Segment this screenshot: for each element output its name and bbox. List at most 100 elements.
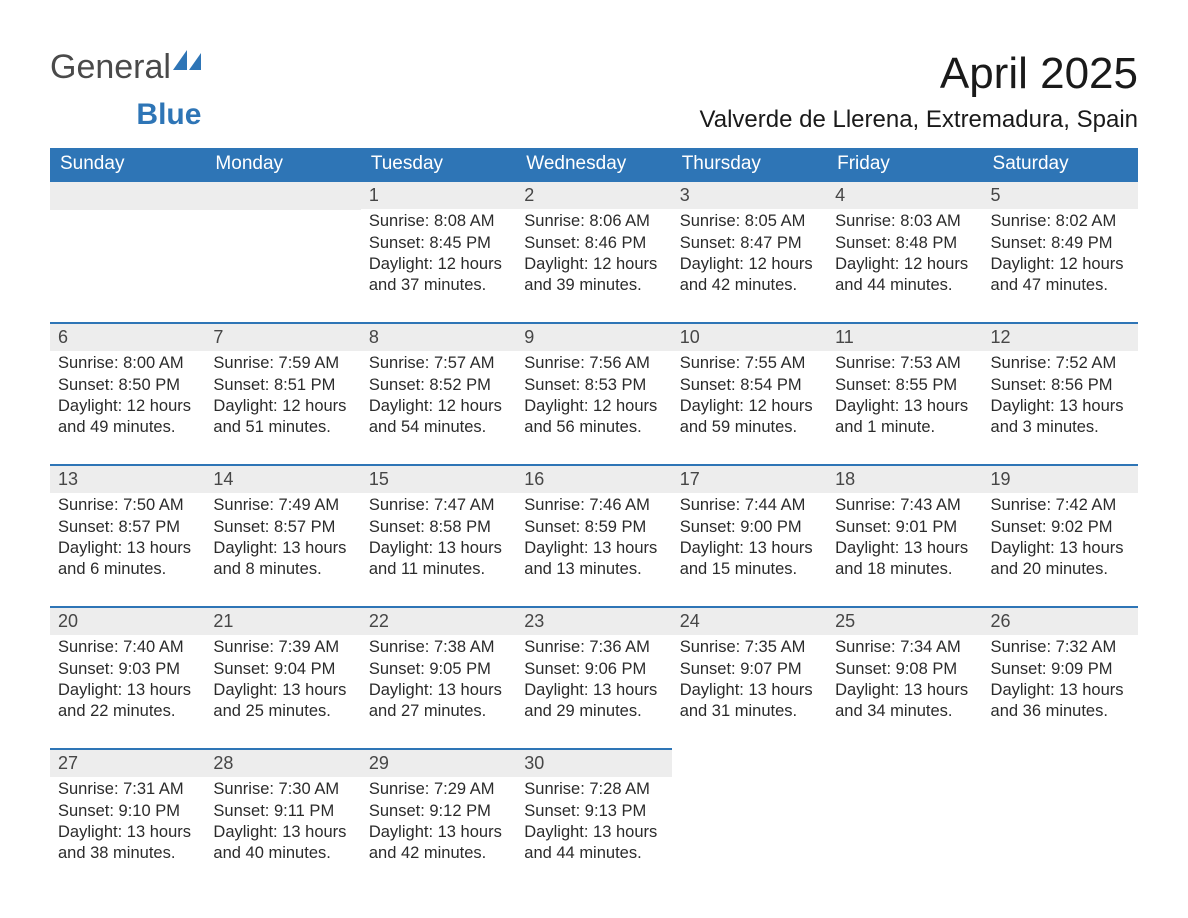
- calendar-cell: 14Sunrise: 7:49 AMSunset: 8:57 PMDayligh…: [205, 464, 360, 606]
- sunrise-text: Sunrise: 7:28 AM: [524, 779, 663, 800]
- daylight-text-2: and 59 minutes.: [680, 417, 819, 438]
- daylight-text-1: Daylight: 13 hours: [524, 680, 663, 701]
- calendar-cell: 2Sunrise: 8:06 AMSunset: 8:46 PMDaylight…: [516, 180, 671, 322]
- day-details: Sunrise: 7:32 AMSunset: 9:09 PMDaylight:…: [983, 635, 1138, 727]
- daylight-text-1: Daylight: 13 hours: [369, 680, 508, 701]
- sunrise-text: Sunrise: 7:29 AM: [369, 779, 508, 800]
- daylight-text-2: and 27 minutes.: [369, 701, 508, 722]
- daylight-text-1: Daylight: 13 hours: [213, 822, 352, 843]
- calendar-cell: 18Sunrise: 7:43 AMSunset: 9:01 PMDayligh…: [827, 464, 982, 606]
- daylight-text-1: Daylight: 12 hours: [524, 396, 663, 417]
- daylight-text-2: and 49 minutes.: [58, 417, 197, 438]
- day-details: Sunrise: 7:30 AMSunset: 9:11 PMDaylight:…: [205, 777, 360, 869]
- sunset-text: Sunset: 8:54 PM: [680, 375, 819, 396]
- day-details: Sunrise: 7:57 AMSunset: 8:52 PMDaylight:…: [361, 351, 516, 443]
- sunrise-text: Sunrise: 7:31 AM: [58, 779, 197, 800]
- day-number: 5: [983, 180, 1138, 209]
- day-number: 17: [672, 464, 827, 493]
- sunset-text: Sunset: 9:12 PM: [369, 801, 508, 822]
- calendar-cell: 9Sunrise: 7:56 AMSunset: 8:53 PMDaylight…: [516, 322, 671, 464]
- calendar-cell: 23Sunrise: 7:36 AMSunset: 9:06 PMDayligh…: [516, 606, 671, 748]
- weekday-header: Monday: [205, 148, 360, 180]
- calendar-cell: 10Sunrise: 7:55 AMSunset: 8:54 PMDayligh…: [672, 322, 827, 464]
- daylight-text-1: Daylight: 13 hours: [369, 822, 508, 843]
- sunrise-text: Sunrise: 7:30 AM: [213, 779, 352, 800]
- daylight-text-1: Daylight: 12 hours: [369, 254, 508, 275]
- daylight-text-2: and 51 minutes.: [213, 417, 352, 438]
- sunrise-text: Sunrise: 7:35 AM: [680, 637, 819, 658]
- daylight-text-2: and 56 minutes.: [524, 417, 663, 438]
- calendar-cell: 19Sunrise: 7:42 AMSunset: 9:02 PMDayligh…: [983, 464, 1138, 606]
- daylight-text-2: and 29 minutes.: [524, 701, 663, 722]
- day-details: Sunrise: 7:43 AMSunset: 9:01 PMDaylight:…: [827, 493, 982, 585]
- day-details: Sunrise: 7:44 AMSunset: 9:00 PMDaylight:…: [672, 493, 827, 585]
- day-number: 26: [983, 606, 1138, 635]
- daylight-text-1: Daylight: 13 hours: [991, 396, 1130, 417]
- sunrise-text: Sunrise: 7:56 AM: [524, 353, 663, 374]
- sunset-text: Sunset: 8:53 PM: [524, 375, 663, 396]
- day-number: 2: [516, 180, 671, 209]
- day-details: Sunrise: 7:50 AMSunset: 8:57 PMDaylight:…: [50, 493, 205, 585]
- logo-flag-icon: [173, 50, 201, 70]
- sunset-text: Sunset: 9:10 PM: [58, 801, 197, 822]
- sunset-text: Sunset: 8:47 PM: [680, 233, 819, 254]
- calendar-page: General Blue April 2025 Valverde de Ller…: [0, 0, 1188, 918]
- day-details: Sunrise: 7:36 AMSunset: 9:06 PMDaylight:…: [516, 635, 671, 727]
- sunrise-text: Sunrise: 8:00 AM: [58, 353, 197, 374]
- calendar-cell: 17Sunrise: 7:44 AMSunset: 9:00 PMDayligh…: [672, 464, 827, 606]
- daylight-text-1: Daylight: 12 hours: [213, 396, 352, 417]
- sunset-text: Sunset: 9:11 PM: [213, 801, 352, 822]
- daylight-text-1: Daylight: 13 hours: [58, 680, 197, 701]
- sunrise-text: Sunrise: 7:42 AM: [991, 495, 1130, 516]
- empty-day-header: [205, 180, 360, 210]
- calendar-cell: [983, 748, 1138, 890]
- weekday-header: Sunday: [50, 148, 205, 180]
- day-details: Sunrise: 7:39 AMSunset: 9:04 PMDaylight:…: [205, 635, 360, 727]
- calendar-cell: 30Sunrise: 7:28 AMSunset: 9:13 PMDayligh…: [516, 748, 671, 890]
- daylight-text-2: and 25 minutes.: [213, 701, 352, 722]
- day-number: 16: [516, 464, 671, 493]
- day-details: Sunrise: 7:59 AMSunset: 8:51 PMDaylight:…: [205, 351, 360, 443]
- sunrise-text: Sunrise: 7:49 AM: [213, 495, 352, 516]
- calendar-cell: 11Sunrise: 7:53 AMSunset: 8:55 PMDayligh…: [827, 322, 982, 464]
- daylight-text-2: and 18 minutes.: [835, 559, 974, 580]
- weekday-header: Saturday: [983, 148, 1138, 180]
- daylight-text-1: Daylight: 13 hours: [369, 538, 508, 559]
- sunset-text: Sunset: 9:04 PM: [213, 659, 352, 680]
- calendar-cell: 15Sunrise: 7:47 AMSunset: 8:58 PMDayligh…: [361, 464, 516, 606]
- sunset-text: Sunset: 8:56 PM: [991, 375, 1130, 396]
- sunset-text: Sunset: 9:09 PM: [991, 659, 1130, 680]
- sunset-text: Sunset: 8:59 PM: [524, 517, 663, 538]
- day-details: Sunrise: 7:53 AMSunset: 8:55 PMDaylight:…: [827, 351, 982, 443]
- day-number: 4: [827, 180, 982, 209]
- calendar-week-row: 13Sunrise: 7:50 AMSunset: 8:57 PMDayligh…: [50, 464, 1138, 606]
- sunrise-text: Sunrise: 7:32 AM: [991, 637, 1130, 658]
- calendar-cell: 29Sunrise: 7:29 AMSunset: 9:12 PMDayligh…: [361, 748, 516, 890]
- sunset-text: Sunset: 8:58 PM: [369, 517, 508, 538]
- day-details: Sunrise: 7:40 AMSunset: 9:03 PMDaylight:…: [50, 635, 205, 727]
- sunrise-text: Sunrise: 7:46 AM: [524, 495, 663, 516]
- sunset-text: Sunset: 8:52 PM: [369, 375, 508, 396]
- daylight-text-2: and 37 minutes.: [369, 275, 508, 296]
- weekday-header: Tuesday: [361, 148, 516, 180]
- day-details: Sunrise: 7:38 AMSunset: 9:05 PMDaylight:…: [361, 635, 516, 727]
- title-block: April 2025 Valverde de Llerena, Extremad…: [700, 50, 1138, 134]
- day-number: 25: [827, 606, 982, 635]
- daylight-text-2: and 54 minutes.: [369, 417, 508, 438]
- weekday-header: Friday: [827, 148, 982, 180]
- sunset-text: Sunset: 9:05 PM: [369, 659, 508, 680]
- calendar-cell: 6Sunrise: 8:00 AMSunset: 8:50 PMDaylight…: [50, 322, 205, 464]
- day-details: Sunrise: 8:02 AMSunset: 8:49 PMDaylight:…: [983, 209, 1138, 301]
- calendar-table: SundayMondayTuesdayWednesdayThursdayFrid…: [50, 148, 1138, 890]
- sunrise-text: Sunrise: 7:57 AM: [369, 353, 508, 374]
- day-number: 29: [361, 748, 516, 777]
- day-number: 7: [205, 322, 360, 351]
- location-subtitle: Valverde de Llerena, Extremadura, Spain: [700, 106, 1138, 134]
- calendar-cell: [827, 748, 982, 890]
- day-number: 6: [50, 322, 205, 351]
- day-number: 15: [361, 464, 516, 493]
- day-details: Sunrise: 7:49 AMSunset: 8:57 PMDaylight:…: [205, 493, 360, 585]
- day-details: Sunrise: 8:05 AMSunset: 8:47 PMDaylight:…: [672, 209, 827, 301]
- calendar-week-row: 20Sunrise: 7:40 AMSunset: 9:03 PMDayligh…: [50, 606, 1138, 748]
- sunset-text: Sunset: 8:55 PM: [835, 375, 974, 396]
